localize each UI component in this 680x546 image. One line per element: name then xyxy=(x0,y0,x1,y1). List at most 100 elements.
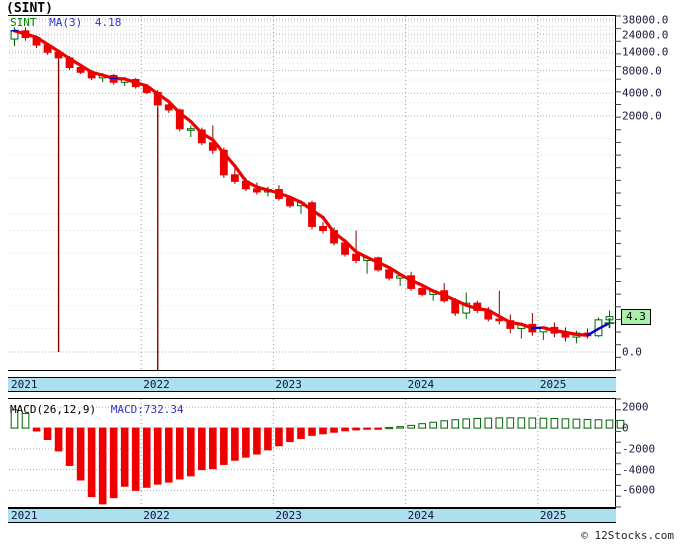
ma-line-segment xyxy=(563,330,579,336)
ma-line-segment xyxy=(156,92,171,104)
macd-value: MACD:732.34 xyxy=(110,403,184,416)
macd-histogram-bar xyxy=(43,427,52,441)
ma-line-segment xyxy=(497,314,512,325)
ma-line-segment xyxy=(343,239,358,254)
macd-name: MACD(26,12,9) xyxy=(10,403,97,416)
macd-histogram-bar xyxy=(209,427,217,470)
candle-body xyxy=(175,109,184,130)
ma-line-segment xyxy=(45,42,61,53)
ma-line-segment xyxy=(134,81,149,88)
price-y-tick-label: 0.0 xyxy=(622,345,642,359)
ma-line-segment xyxy=(23,32,39,39)
price-y-tick-label: 14000.0 xyxy=(622,45,669,59)
macd-histogram-bar xyxy=(120,427,129,487)
ma-line-segment xyxy=(541,326,557,333)
macd-y-tick-label: -2000 xyxy=(622,442,656,456)
ma-line-segment xyxy=(288,195,303,204)
macd-histogram-bar xyxy=(131,427,140,491)
macd-histogram-bar xyxy=(164,427,173,483)
ma-line-segment xyxy=(90,70,105,77)
ma-line-segment xyxy=(387,265,402,276)
macd-histogram-bar xyxy=(253,427,261,455)
macd-y-tick-label: -4000 xyxy=(622,463,656,477)
candle-body xyxy=(186,128,195,131)
macd-histogram-bar xyxy=(341,427,349,432)
macd-histogram-bar xyxy=(495,417,504,429)
macd-histogram-bar xyxy=(484,417,493,429)
macd-histogram-bar xyxy=(374,427,382,430)
macd-y-tick-label: 0 xyxy=(622,421,629,435)
ma-line-segment xyxy=(178,111,193,124)
macd-histogram-bar xyxy=(473,417,482,429)
ma-line-segment xyxy=(200,131,215,142)
macd-histogram-bar xyxy=(87,427,96,498)
ma-line-segment xyxy=(56,49,72,61)
macd-histogram-bar xyxy=(198,427,206,471)
macd-histogram-bar xyxy=(275,427,283,447)
date-axis-year: 2021 xyxy=(11,378,38,391)
ma-line-segment xyxy=(586,327,600,337)
macd-histogram-bar xyxy=(605,419,614,429)
legend-symbol: SINT xyxy=(10,16,37,29)
date-axis-year: 2022 xyxy=(143,509,170,522)
date-axis-year: 2024 xyxy=(407,378,435,391)
macd-legend: MACD(26,12,9) MACD:732.34 xyxy=(10,403,184,416)
footer-credit: © 12Stocks.com xyxy=(581,529,674,542)
macd-histogram-bar xyxy=(32,427,41,432)
ma-line-segment xyxy=(34,35,50,47)
macd-histogram-bar xyxy=(352,427,360,431)
price-y-tick-label: 2000.0 xyxy=(622,109,662,123)
macd-histogram-bar xyxy=(231,427,239,461)
ma-line-segment xyxy=(574,332,590,337)
macd-histogram-bar xyxy=(418,423,426,429)
ma-line-segment xyxy=(167,99,182,115)
ma-line-segment xyxy=(552,329,568,334)
ma-line-segment xyxy=(222,151,237,168)
date-axis-year: 2023 xyxy=(275,378,302,391)
ma-line-segment xyxy=(431,289,446,297)
macd-histogram-bar xyxy=(594,419,603,429)
macd-histogram-bar xyxy=(583,418,592,429)
date-axis-top: 2021 2022 2023 2024 2025 xyxy=(8,377,616,392)
ma-line-segment xyxy=(299,200,314,212)
date-axis-year: 2024 xyxy=(407,509,435,522)
macd-histogram-bar xyxy=(98,427,107,505)
ma-line-segment xyxy=(277,191,292,199)
candle-body xyxy=(462,302,471,314)
macd-histogram-bar xyxy=(286,427,294,443)
candle-body xyxy=(385,269,394,279)
macd-histogram-bar xyxy=(153,427,162,485)
macd-histogram-bar xyxy=(517,417,526,429)
macd-histogram-bar xyxy=(319,427,327,435)
date-axis-year: 2025 xyxy=(539,509,567,522)
macd-histogram-bar xyxy=(297,427,305,439)
ma-line-segment xyxy=(211,138,226,155)
ma-line-segment xyxy=(123,77,138,85)
ma-line-segment xyxy=(354,250,369,260)
ma-line-segment xyxy=(365,255,380,264)
macd-histogram-bar xyxy=(539,417,548,429)
price-y-tick-label: 4000.0 xyxy=(622,86,662,100)
candle-body xyxy=(308,202,316,227)
candle-body xyxy=(319,225,327,232)
price-y-tick-label: 8000.0 xyxy=(622,64,662,78)
ma-line-segment xyxy=(244,179,259,189)
macd-histogram-bar xyxy=(10,409,19,429)
macd-histogram-bar xyxy=(308,427,316,436)
macd-histogram-bar xyxy=(440,420,449,429)
date-axis-year: 2022 xyxy=(143,378,170,391)
candle-body xyxy=(219,149,228,176)
ma-line-segment xyxy=(310,208,325,220)
price-legend: SINT MA(3) 4.18 xyxy=(10,16,121,29)
ma-line-segment xyxy=(189,119,204,135)
ma-line-segment xyxy=(409,278,424,287)
macd-histogram-bar xyxy=(175,427,184,480)
candle-body xyxy=(252,188,261,193)
price-y-tick-label: 24000.0 xyxy=(622,28,669,42)
ma-line-segment xyxy=(376,260,391,270)
ma-line-segment xyxy=(321,215,336,235)
macd-histogram-bar xyxy=(506,417,515,429)
